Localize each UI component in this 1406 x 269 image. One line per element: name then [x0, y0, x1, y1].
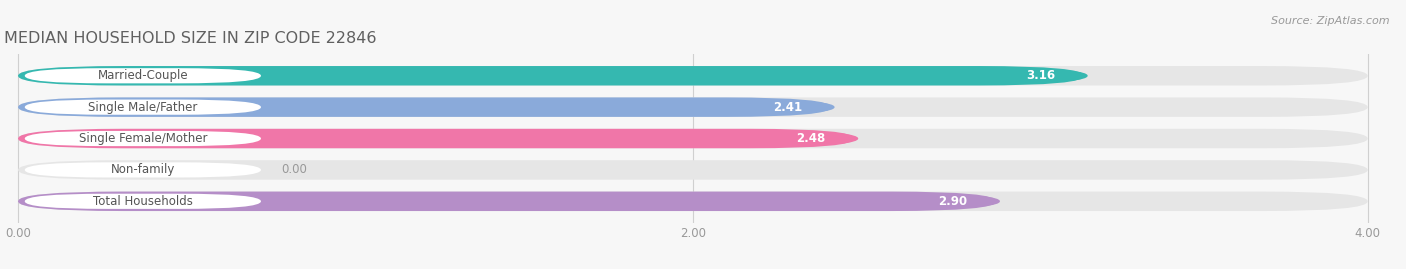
Text: Total Households: Total Households [93, 195, 193, 208]
FancyBboxPatch shape [18, 66, 1368, 86]
FancyBboxPatch shape [18, 192, 1368, 211]
Text: 3.16: 3.16 [1026, 69, 1054, 82]
FancyBboxPatch shape [25, 131, 262, 146]
Text: 2.48: 2.48 [796, 132, 825, 145]
FancyBboxPatch shape [18, 192, 997, 211]
Text: Single Female/Mother: Single Female/Mother [79, 132, 207, 145]
Text: MEDIAN HOUSEHOLD SIZE IN ZIP CODE 22846: MEDIAN HOUSEHOLD SIZE IN ZIP CODE 22846 [4, 31, 377, 46]
FancyBboxPatch shape [18, 97, 831, 117]
FancyBboxPatch shape [905, 194, 1000, 208]
FancyBboxPatch shape [25, 162, 262, 178]
Text: 0.00: 0.00 [281, 164, 307, 176]
FancyBboxPatch shape [18, 97, 1368, 117]
FancyBboxPatch shape [25, 68, 262, 83]
Text: Non-family: Non-family [111, 164, 174, 176]
FancyBboxPatch shape [25, 100, 262, 115]
Text: Single Male/Father: Single Male/Father [89, 101, 197, 114]
Text: Married-Couple: Married-Couple [97, 69, 188, 82]
FancyBboxPatch shape [763, 132, 858, 146]
FancyBboxPatch shape [18, 66, 1084, 86]
Text: Source: ZipAtlas.com: Source: ZipAtlas.com [1271, 16, 1389, 26]
FancyBboxPatch shape [18, 129, 855, 148]
FancyBboxPatch shape [25, 194, 262, 209]
Text: 2.90: 2.90 [938, 195, 967, 208]
FancyBboxPatch shape [740, 100, 835, 114]
FancyBboxPatch shape [18, 129, 1368, 148]
Text: 2.41: 2.41 [773, 101, 801, 114]
FancyBboxPatch shape [993, 69, 1088, 83]
FancyBboxPatch shape [18, 160, 1368, 180]
